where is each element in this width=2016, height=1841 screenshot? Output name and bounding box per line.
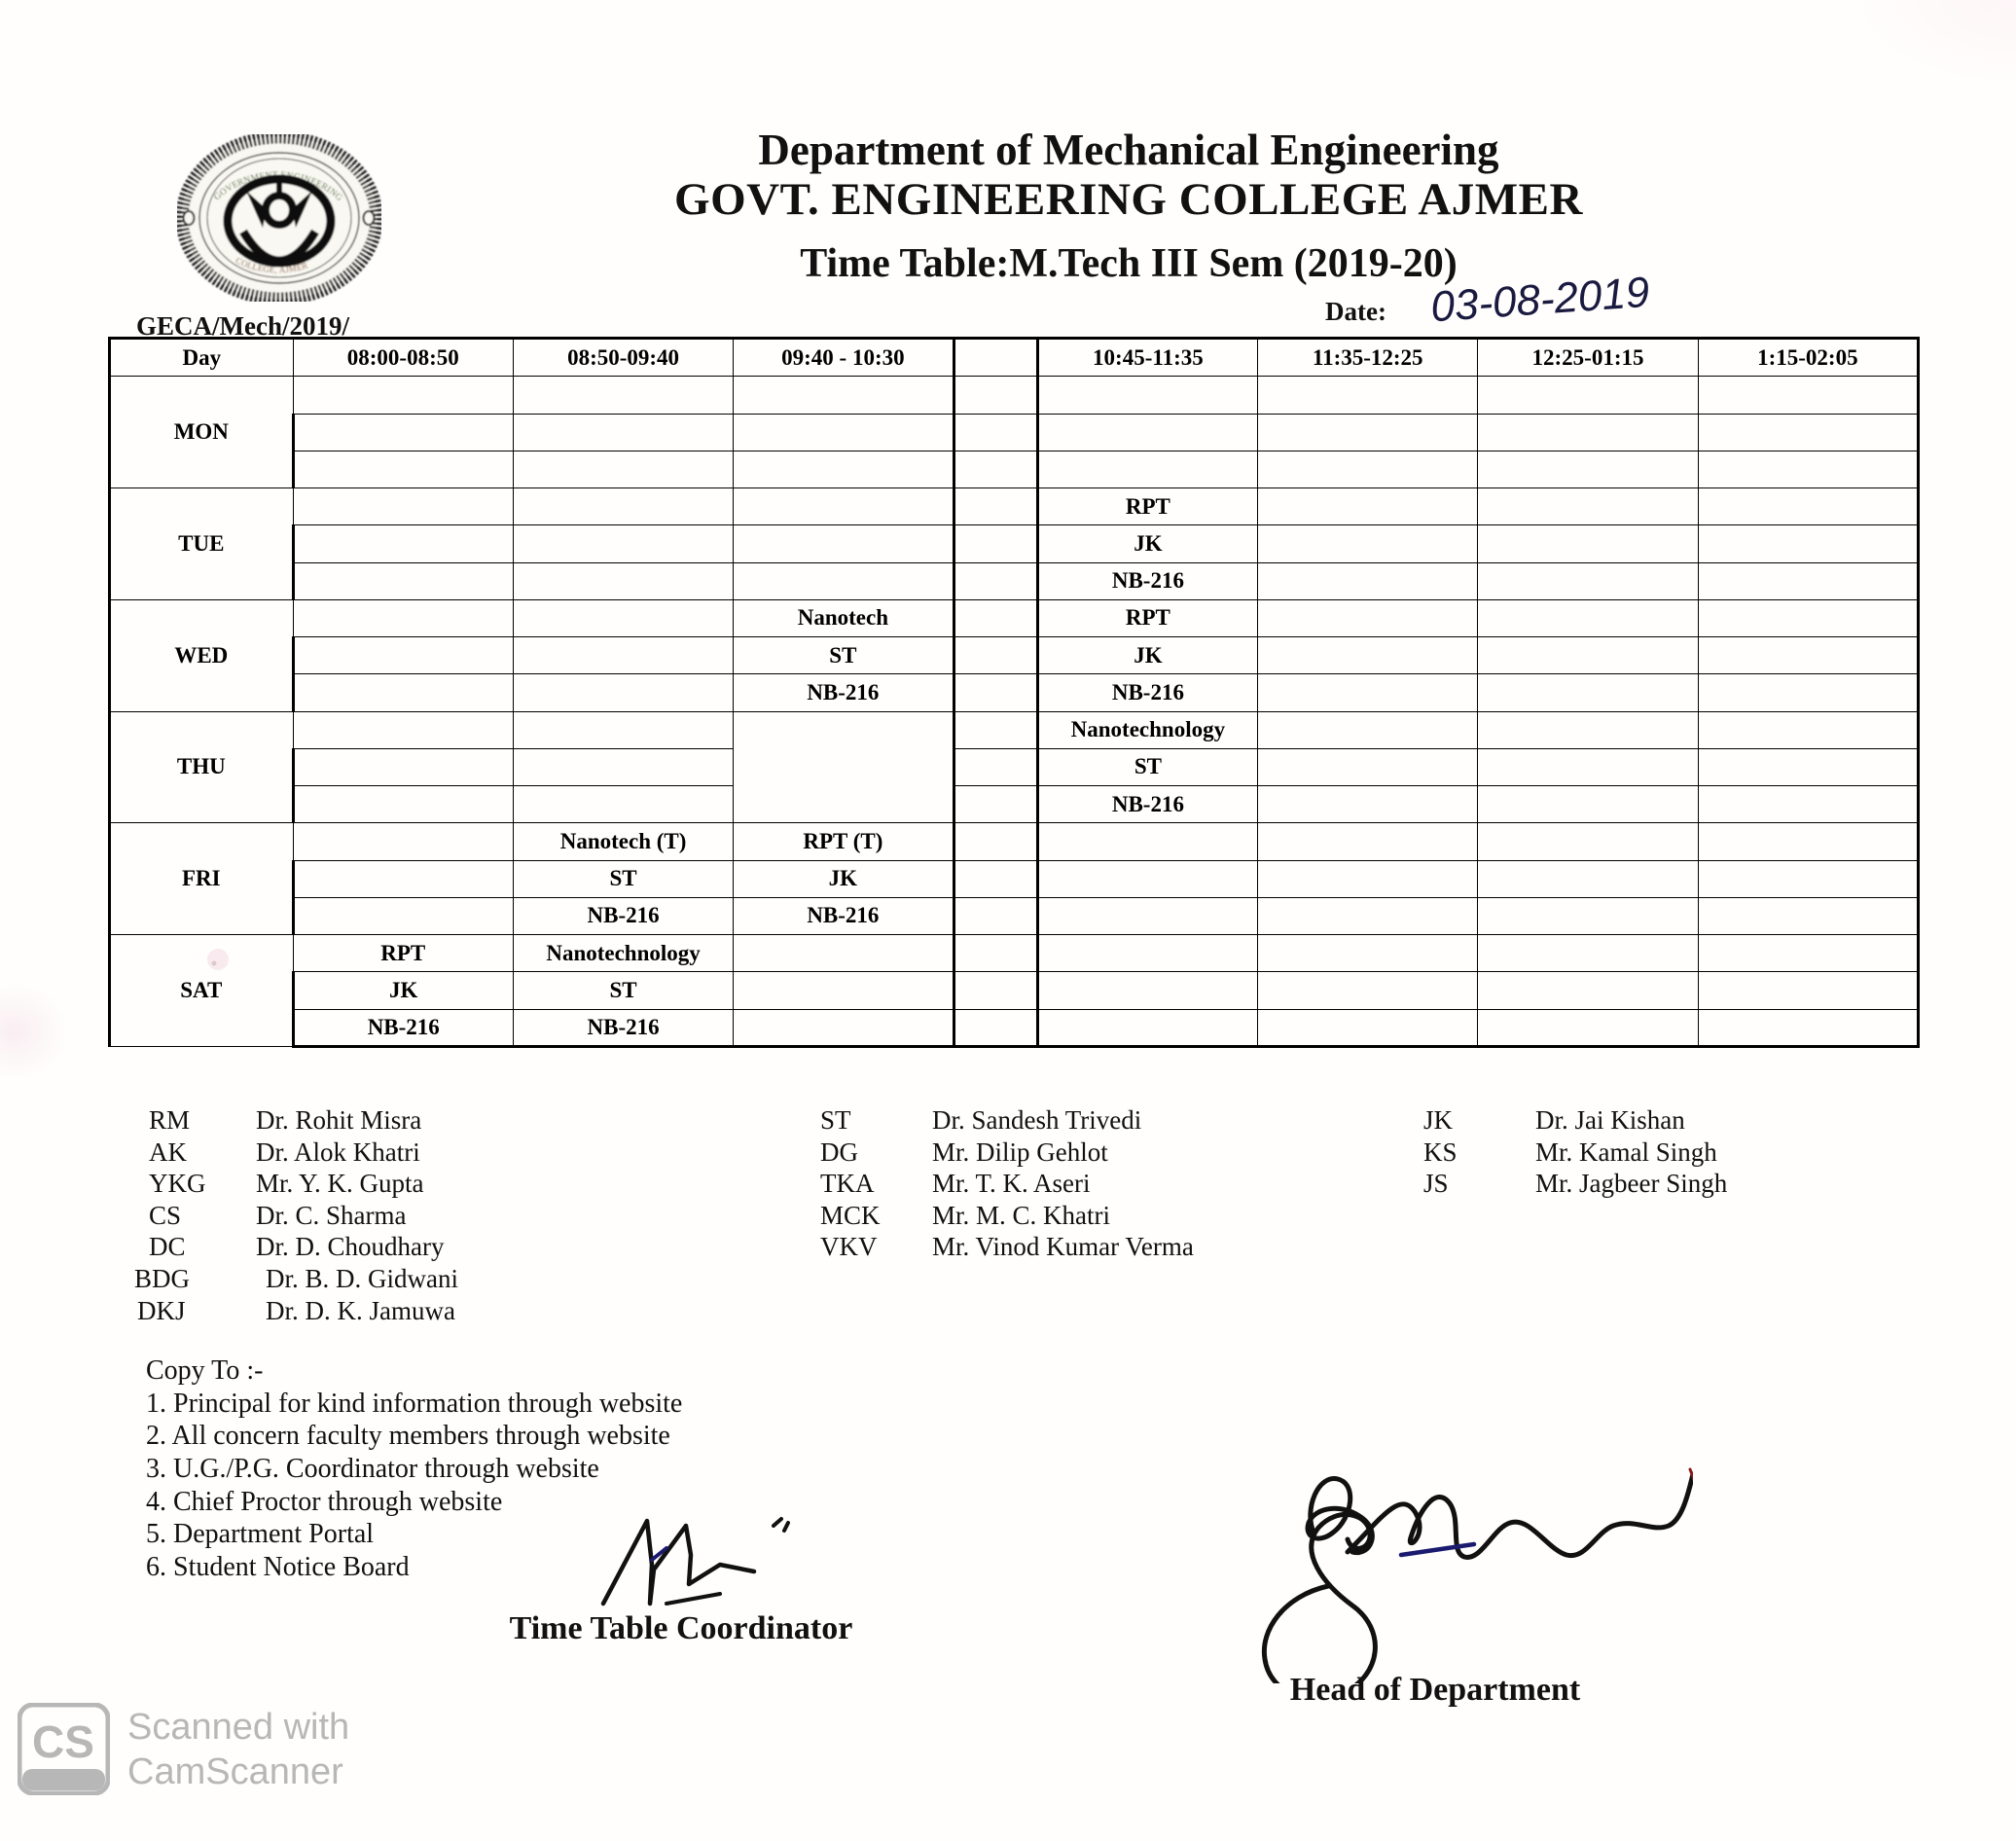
svg-text:CS: CS [32,1716,94,1767]
svg-text:03-08-2019: 03-08-2019 [1430,269,1651,332]
